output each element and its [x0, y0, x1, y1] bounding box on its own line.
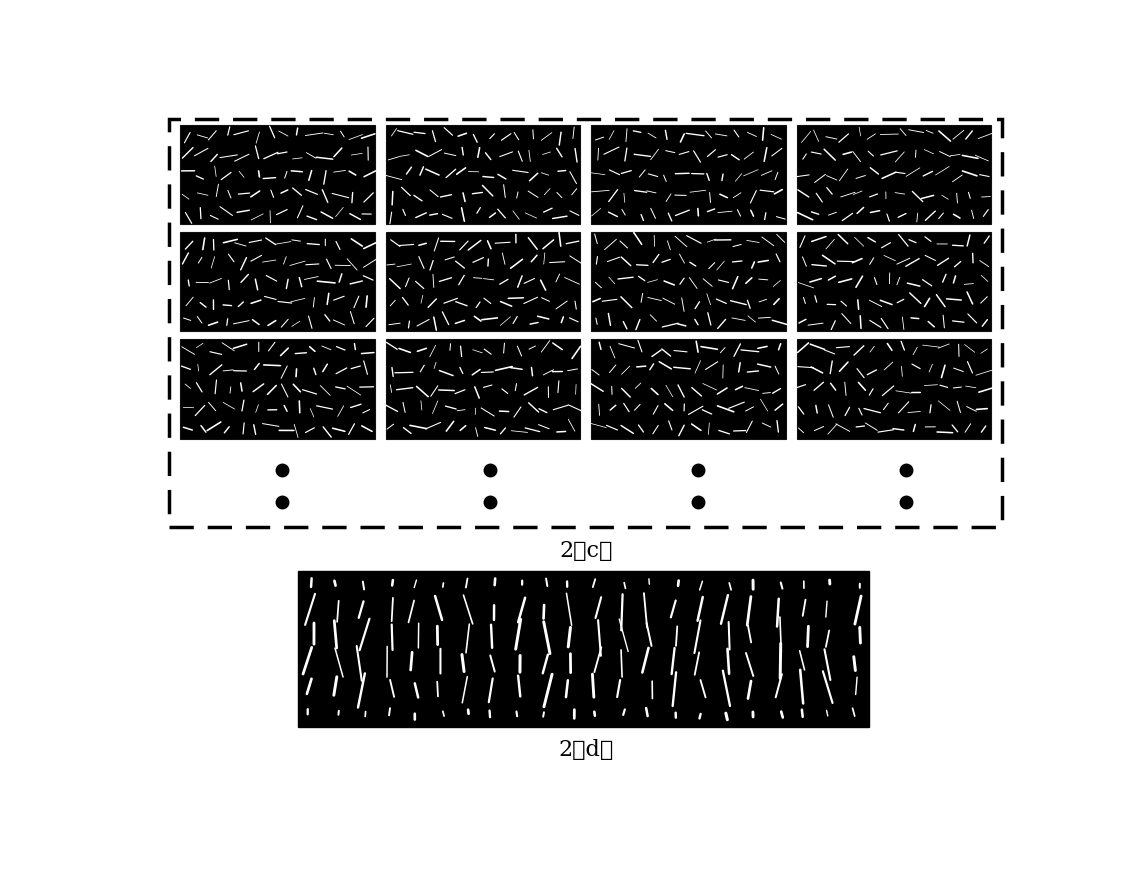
Bar: [181, 232, 375, 332]
Bar: [591, 125, 786, 224]
Bar: [591, 340, 786, 438]
Bar: [181, 125, 375, 224]
Bar: [797, 125, 991, 224]
Bar: [797, 340, 991, 438]
Bar: [797, 232, 991, 332]
Bar: [169, 119, 1002, 527]
Bar: [181, 340, 375, 438]
Text: 2（d）: 2（d）: [558, 738, 614, 760]
Bar: [591, 232, 786, 332]
Bar: [385, 125, 581, 224]
Bar: [298, 571, 869, 728]
Text: 2（c）: 2（c）: [559, 540, 613, 562]
Bar: [385, 340, 581, 438]
Bar: [385, 232, 581, 332]
